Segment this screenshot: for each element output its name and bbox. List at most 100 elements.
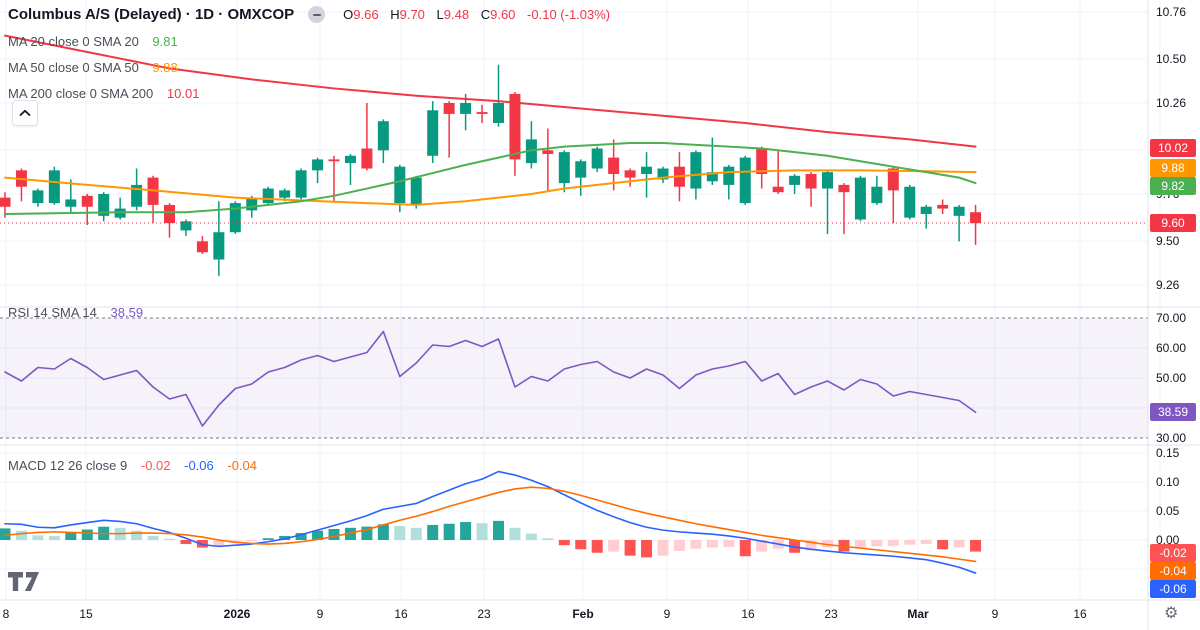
macd-hist-value: -0.02 xyxy=(140,458,171,473)
macd-signal-line xyxy=(4,486,977,563)
candle-body xyxy=(476,112,488,114)
macd-histogram-bar xyxy=(246,540,258,542)
time-axis-label: 16 xyxy=(1073,607,1087,621)
time-axis-label: Feb xyxy=(572,607,594,621)
ma20-line xyxy=(4,142,977,216)
candle-body xyxy=(65,199,77,207)
candle-body xyxy=(493,103,504,124)
macd-line-value: -0.06 xyxy=(184,458,214,473)
macd-histogram-bar xyxy=(196,540,208,548)
ma50-value: 9.88 xyxy=(152,60,178,75)
macd-histogram-bar xyxy=(361,526,373,540)
tradingview-logo[interactable] xyxy=(8,572,42,597)
macd-histogram-bar xyxy=(32,535,44,540)
candle-body xyxy=(953,206,965,216)
macd-histogram-bar xyxy=(756,540,768,552)
axis-value-badge: -0.04 xyxy=(1150,562,1196,580)
candle-body xyxy=(312,159,324,171)
candle-body xyxy=(558,152,570,184)
candle-body xyxy=(904,186,916,218)
candle-body xyxy=(213,232,225,260)
axis-price-label: 50.00 xyxy=(1156,371,1187,385)
ohlc-readout: O9.66 H9.70 L9.48 C9.60 -0.10 (-1.03%) xyxy=(335,7,610,22)
axis-price-label: 9.26 xyxy=(1156,278,1180,292)
collapse-legend-button[interactable] xyxy=(12,100,38,126)
ma50-line xyxy=(4,169,977,206)
macd-histogram-bar xyxy=(525,533,537,540)
symbol-legend: Columbus A/S (Delayed) · 1D · OMXCOP O9.… xyxy=(8,6,610,23)
macd-histogram-bar xyxy=(657,540,669,556)
candle-body xyxy=(509,93,521,160)
macd-histogram-bar xyxy=(328,528,340,540)
candle-body xyxy=(180,221,192,231)
axis-value-badge: -0.06 xyxy=(1150,580,1196,598)
time-axis[interactable]: ⚙ 8 15 2026 9 16 23 Feb 9 16 23 Mar 9 16 xyxy=(0,600,1200,630)
macd-histogram-bar xyxy=(65,532,77,540)
candle-body xyxy=(723,166,735,185)
open-label: O xyxy=(343,7,354,22)
candle-body xyxy=(427,110,439,156)
time-axis-label: 9 xyxy=(991,607,999,621)
axis-price-label: 30.00 xyxy=(1156,431,1187,445)
macd-histogram-bar xyxy=(854,540,866,549)
candle-body xyxy=(262,188,274,204)
macd-histogram-bar xyxy=(904,540,916,545)
macd-histogram-bar xyxy=(937,540,949,550)
axis-value-badge: -0.02 xyxy=(1150,544,1196,562)
time-axis-label: 23 xyxy=(477,607,491,621)
candle-body xyxy=(196,241,208,253)
candle-body xyxy=(871,186,883,204)
macd-label: MACD 12 26 close 9 xyxy=(8,458,128,473)
high-value: 9.70 xyxy=(399,7,425,22)
macd-histogram-bar xyxy=(262,538,274,540)
ma50-legend[interactable]: MA 50 close 0 SMA 50 9.88 xyxy=(8,60,178,75)
ma200-legend[interactable]: MA 200 close 0 SMA 200 10.01 xyxy=(8,86,199,101)
axis-value-badge: 10.02 xyxy=(1150,139,1196,157)
macd-legend[interactable]: MACD 12 26 close 9 -0.02 -0.06 -0.04 xyxy=(8,458,257,473)
settings-gear-icon[interactable]: ⚙ xyxy=(1164,605,1179,622)
macd-histogram-bar xyxy=(509,527,521,540)
macd-histogram-bar xyxy=(723,540,735,547)
price-axis[interactable]: 10.7610.5010.269.769.509.2610.029.889.82… xyxy=(1148,0,1200,600)
time-axis-label: Mar xyxy=(907,607,929,621)
candle-body xyxy=(81,195,93,207)
candle-body xyxy=(657,168,669,180)
axis-price-label: 0.10 xyxy=(1156,475,1180,489)
minus-icon xyxy=(312,13,321,16)
macd-histogram-bar xyxy=(970,540,982,552)
macd-histogram-bar xyxy=(624,540,636,556)
candle-body xyxy=(822,172,833,189)
candle-body xyxy=(377,121,389,151)
macd-histogram-bar xyxy=(15,530,27,540)
candle-body xyxy=(937,204,949,209)
axis-price-label: 0.15 xyxy=(1156,446,1180,460)
candle-body xyxy=(789,175,801,185)
close-label: C xyxy=(480,7,491,22)
macd-histogram-bar xyxy=(427,524,439,540)
candle-body xyxy=(756,148,768,174)
candle-body xyxy=(246,197,258,211)
candle-body xyxy=(279,190,291,198)
macd-histogram-bar xyxy=(493,520,504,540)
ma200-line xyxy=(4,34,977,148)
ma20-value: 9.81 xyxy=(152,34,178,49)
macd-histogram-bar xyxy=(641,540,653,558)
ma20-legend[interactable]: MA 20 close 0 SMA 20 9.81 xyxy=(8,34,178,49)
symbol-title: Columbus A/S (Delayed) · 1D · OMXCOP xyxy=(8,6,295,23)
candle-body xyxy=(641,166,653,174)
macd-histogram-bar xyxy=(312,530,324,540)
candle-body xyxy=(772,186,784,193)
rsi-legend[interactable]: RSI 14 SMA 14 38.59 xyxy=(8,305,143,320)
macd-histogram-bar xyxy=(575,540,587,550)
macd-histogram-bar xyxy=(147,535,159,540)
hide-indicator-button[interactable] xyxy=(308,6,326,23)
candle-body xyxy=(970,212,982,224)
candle-body xyxy=(920,206,932,215)
macd-histogram-bar xyxy=(690,540,702,549)
axis-price-label: 70.00 xyxy=(1156,311,1187,325)
macd-histogram-bar xyxy=(558,540,570,546)
time-axis-label: 15 xyxy=(79,607,93,621)
candle-body xyxy=(344,155,356,164)
rsi-value: 38.59 xyxy=(110,305,144,320)
